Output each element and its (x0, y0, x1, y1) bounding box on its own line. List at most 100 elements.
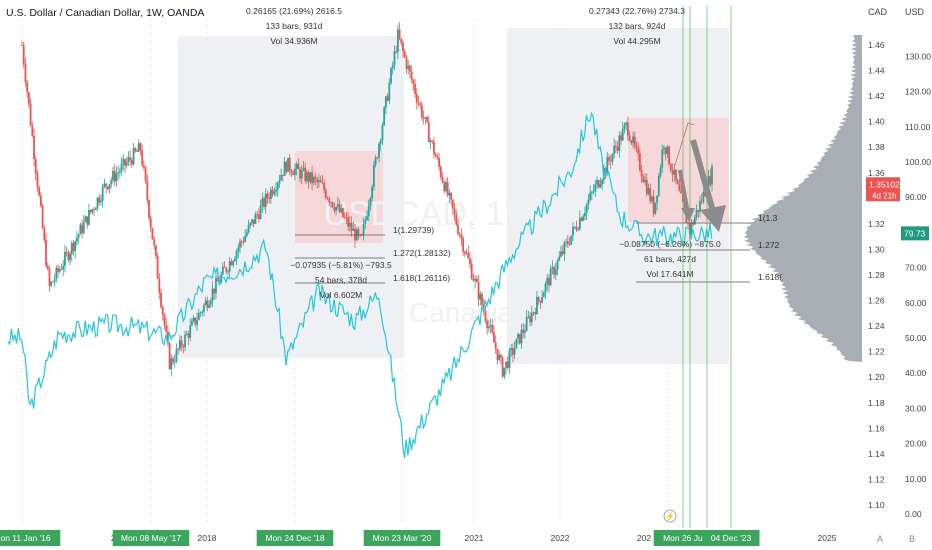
measure-label: Vol 34.936M (270, 36, 317, 46)
candle-body (628, 135, 631, 141)
date-badge (702, 530, 760, 546)
candle-body (421, 105, 423, 118)
candle-body (592, 191, 595, 193)
candle-body (100, 200, 102, 203)
candle-body (443, 182, 446, 192)
cad-tick-label: 1.16 (868, 423, 885, 433)
candle-body (240, 241, 243, 243)
candle-body (621, 128, 624, 141)
candle-body (472, 278, 475, 281)
candle-body (692, 222, 695, 225)
candle-body (577, 228, 580, 230)
candle-body (457, 224, 459, 234)
candle-body (233, 258, 236, 262)
candle-body (379, 140, 382, 144)
date-badge-label: Mon 11 Jan '16 (0, 533, 51, 543)
measure-label: 61 bars, 427d (644, 254, 696, 264)
candle-body (276, 183, 279, 190)
event-icon (663, 509, 677, 523)
candle-body (275, 189, 277, 192)
candle-body (88, 210, 90, 225)
candle-body (668, 146, 670, 165)
candle-body (434, 154, 437, 157)
candle-body (328, 198, 331, 203)
candle-body (199, 312, 202, 314)
candle-body (642, 176, 645, 183)
candle-body (232, 261, 235, 266)
candle-body (261, 198, 264, 206)
candle-body (690, 222, 693, 234)
candle-body (580, 217, 583, 221)
usd-tick-label: 0.00 (905, 509, 922, 519)
candle-body (393, 51, 396, 65)
candle-body (136, 151, 138, 152)
usd-tick-label: 60.00 (905, 298, 927, 308)
short-arrow-2-head (700, 205, 726, 232)
candle-body (67, 252, 70, 261)
candle-body (462, 238, 465, 252)
candle-body (336, 204, 339, 207)
candle-body (125, 162, 128, 166)
candle-body (69, 254, 71, 261)
candle-body (659, 167, 662, 176)
candle-body (206, 300, 209, 308)
candle-body (522, 329, 525, 333)
candle-body (599, 184, 602, 188)
candle-body (676, 180, 679, 185)
candle-body (168, 343, 171, 369)
candle-body (191, 320, 193, 326)
candle-body (271, 189, 274, 195)
candle-body (227, 271, 229, 273)
candle-body (79, 224, 82, 235)
candle-body (154, 245, 157, 256)
candle-body (173, 361, 176, 363)
candle-body (245, 232, 248, 236)
candle-body (424, 117, 427, 119)
candle-body (465, 252, 468, 254)
candle-body (396, 29, 399, 52)
candle-body (558, 256, 561, 261)
candle-body (508, 350, 511, 369)
candle-body (534, 312, 537, 315)
candle-body (81, 224, 83, 233)
candle-body (225, 267, 228, 272)
candle-body (630, 140, 633, 143)
candle-body (376, 157, 379, 159)
candle-body (481, 293, 483, 305)
candle-body (166, 331, 169, 344)
axis-button-b[interactable]: B (909, 534, 915, 544)
cad-tick-label: 1.12 (868, 474, 885, 484)
candle-body (350, 222, 353, 231)
candle-body (378, 143, 380, 158)
candle-body (494, 342, 497, 349)
price-series (21, 22, 713, 380)
short-arrow-2 (690, 139, 717, 216)
candle-body (656, 195, 658, 203)
candle-body (292, 173, 295, 175)
candle-body (134, 148, 137, 152)
candle-body (21, 45, 23, 46)
cad-tick-label: 1.24 (868, 321, 885, 331)
candle-body (338, 204, 341, 212)
candle-body (496, 348, 499, 361)
candle-body (661, 149, 664, 168)
candle-body (264, 193, 267, 207)
candle-body (345, 217, 348, 219)
axis-button-a[interactable]: A (877, 534, 883, 544)
candle-body (127, 157, 130, 163)
candle-body (91, 209, 94, 213)
candle-body (326, 197, 329, 199)
candle-body (645, 179, 648, 195)
candle-body (673, 169, 676, 175)
candle-body (64, 251, 66, 266)
candle-body (486, 320, 489, 329)
candle-body (541, 296, 543, 303)
candle-body (487, 326, 490, 329)
candle-body (417, 102, 420, 104)
candle-body (137, 143, 140, 152)
candle-body (475, 278, 478, 283)
candle-body (491, 325, 494, 333)
candle-body (524, 330, 526, 333)
candle-body (453, 208, 456, 214)
